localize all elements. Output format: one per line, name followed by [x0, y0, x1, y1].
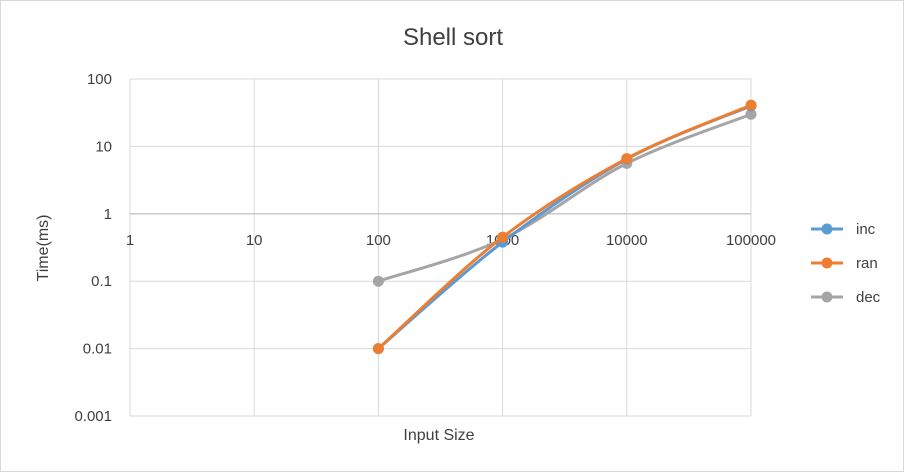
- y-axis-title: Time(ms): [35, 215, 52, 282]
- x-tick-label: 10: [246, 232, 263, 249]
- y-tick-label: 10: [95, 138, 112, 155]
- data-point-ran: [497, 231, 509, 243]
- series-line-dec: [376, 112, 753, 283]
- data-point-ran: [745, 99, 757, 111]
- data-point-dec: [372, 275, 384, 287]
- legend-label-inc: inc: [856, 221, 876, 238]
- legend: inc ran dec: [811, 221, 881, 306]
- data-point-ran: [621, 153, 633, 165]
- x-tick-label: 1: [126, 232, 134, 249]
- series-layer: [372, 99, 757, 355]
- y-tick-label: 1: [104, 206, 112, 223]
- data-point-dec: [745, 108, 757, 120]
- legend-label-ran: ran: [856, 255, 878, 272]
- series-line-ran: [376, 103, 753, 351]
- y-tick-label: 0.01: [83, 341, 112, 358]
- x-tick-label: 100000: [726, 232, 776, 249]
- chart-title: Shell sort: [403, 24, 503, 51]
- grid-layer: [129, 78, 752, 417]
- x-axis-title: Input Size: [403, 427, 474, 444]
- y-tick-label: 100: [87, 71, 112, 88]
- legend-marker-inc: [821, 223, 833, 235]
- y-tick-label: 0.1: [91, 273, 112, 290]
- y-tick-label: 0.001: [74, 408, 112, 425]
- legend-label-dec: dec: [856, 289, 881, 306]
- legend-marker-ran: [821, 257, 833, 269]
- x-tick-label: 100: [366, 232, 391, 249]
- data-point-ran: [372, 343, 384, 355]
- legend-marker-dec: [821, 291, 833, 303]
- x-tick-label: 10000: [606, 232, 648, 249]
- series-line-inc: [376, 104, 753, 351]
